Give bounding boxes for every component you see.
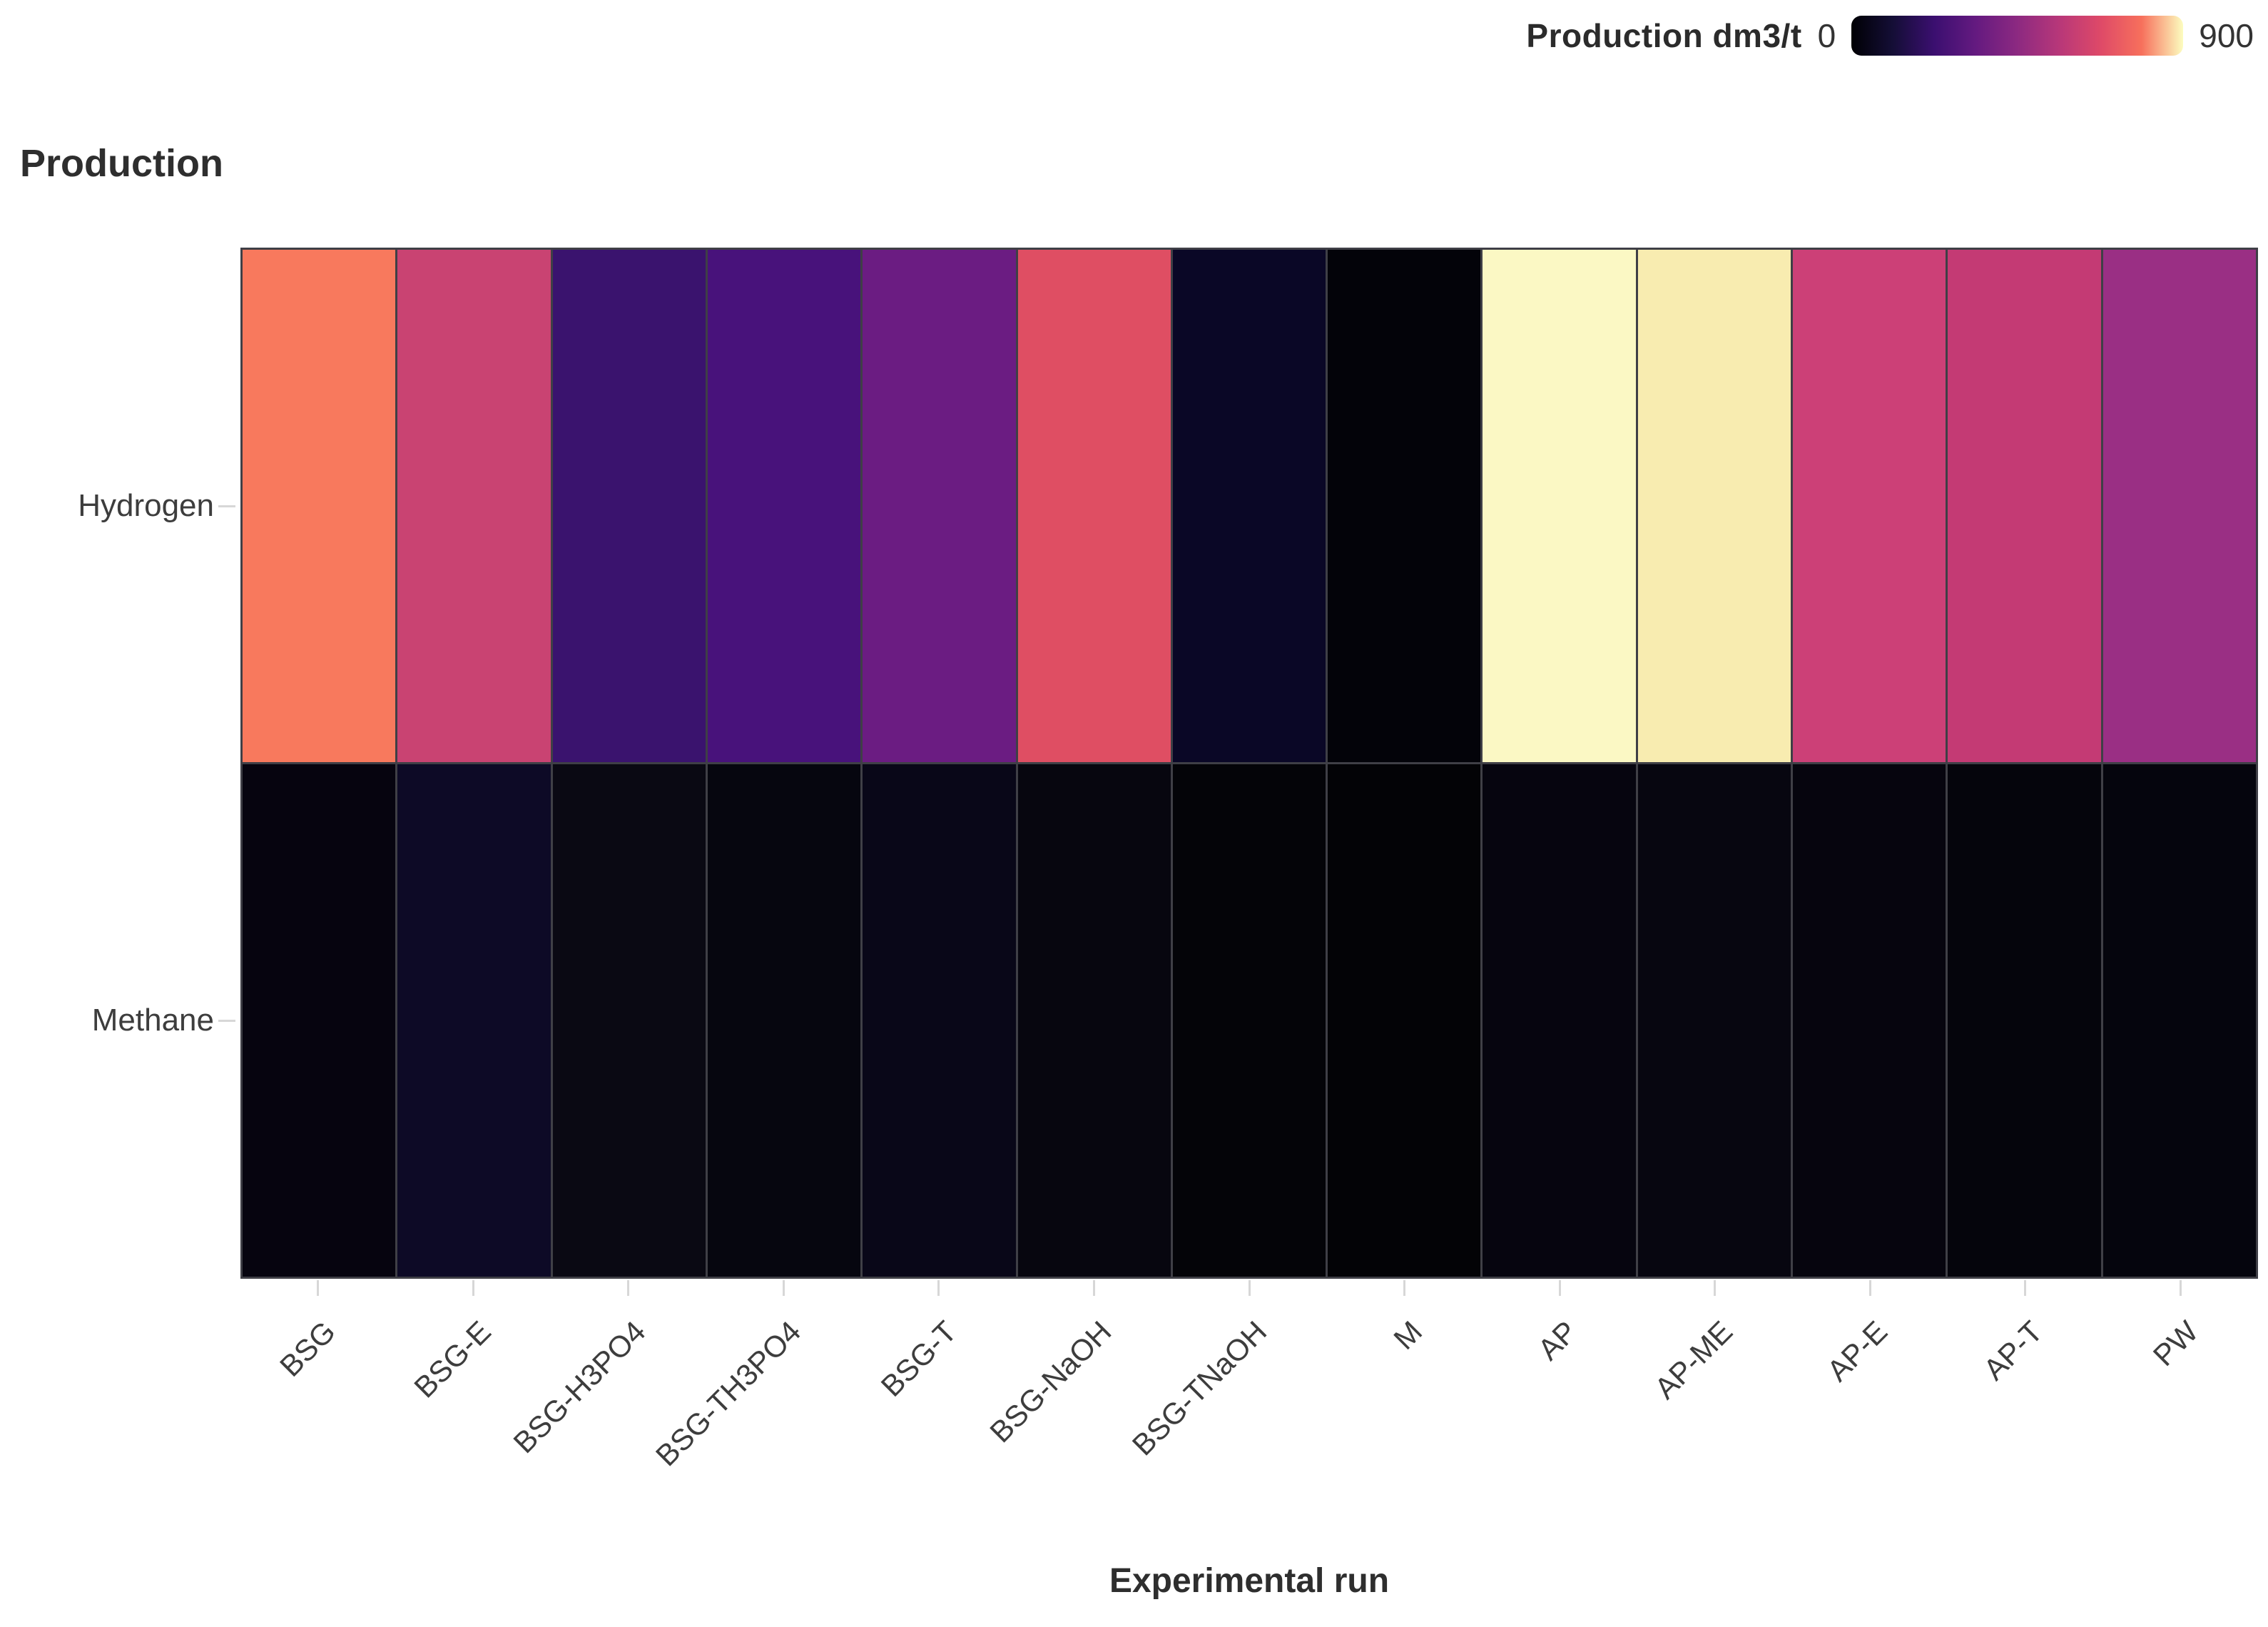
heatmap-cell-hydrogen-bsg-tnaoh[interactable] [1172, 250, 1326, 762]
heatmap-cell-methane-bsg-tnaoh[interactable] [1172, 764, 1326, 1277]
x-tick-label-bsg-e: BSG-E [407, 1314, 497, 1404]
x-tick-mark [1868, 1280, 1871, 1296]
heatmap-cell-methane-bsg-e[interactable] [397, 764, 551, 1277]
heatmap-cell-methane-bsg-naoh[interactable] [1017, 764, 1171, 1277]
x-tick-mark [1403, 1280, 1406, 1296]
x-tick-mark [1248, 1280, 1251, 1296]
x-tick-label-m: M [1386, 1314, 1428, 1356]
x-tick-mark [2024, 1280, 2027, 1296]
heatmap-cell-methane-ap[interactable] [1483, 764, 1636, 1277]
colorbar-legend: Production dm3/t 0 900 [1526, 9, 2254, 63]
heatmap-cell-methane-ap-t[interactable] [1948, 764, 2101, 1277]
heatmap-cell-methane-bsg-th3po4[interactable] [707, 764, 861, 1277]
x-tick-mark [2179, 1280, 2182, 1296]
heatmap-cell-hydrogen-bsg-t[interactable] [863, 250, 1016, 762]
colorbar-min-label: 0 [1817, 17, 1836, 54]
x-tick-mark [317, 1280, 320, 1296]
heatmap-cell-hydrogen-bsg[interactable] [243, 250, 396, 762]
heatmap-cell-hydrogen-ap[interactable] [1483, 250, 1636, 762]
heatmap-cell-hydrogen-m[interactable] [1328, 250, 1481, 762]
x-tick-label-ap-me: AP-ME [1647, 1314, 1739, 1406]
x-tick-label-bsg-naoh: BSG-NaOH [983, 1314, 1118, 1449]
heatmap-cell-hydrogen-bsg-h3po4[interactable] [552, 250, 706, 762]
heatmap-cell-methane-bsg-t[interactable] [863, 764, 1016, 1277]
heatmap-grid [240, 248, 2258, 1279]
heatmap-cell-methane-ap-me[interactable] [1637, 764, 1791, 1277]
heatmap-cell-hydrogen-pw[interactable] [2102, 250, 2256, 762]
x-tick-label-ap: AP [1531, 1314, 1584, 1367]
x-tick-label-bsg-t: BSG-T [874, 1314, 963, 1403]
heatmap-cell-hydrogen-ap-me[interactable] [1637, 250, 1791, 762]
x-tick-label-ap-t: AP-T [1977, 1314, 2049, 1387]
heatmap-cell-hydrogen-ap-e[interactable] [1793, 250, 1946, 762]
x-tick-label-bsg-th3po4: BSG-TH3PO4 [649, 1314, 808, 1473]
x-tick-mark [627, 1280, 630, 1296]
x-tick-mark [1714, 1280, 1717, 1296]
y-tick-mark [218, 1020, 235, 1022]
x-tick-mark [782, 1280, 785, 1296]
x-tick-mark [1092, 1280, 1095, 1296]
heatmap-cell-hydrogen-bsg-e[interactable] [397, 250, 551, 762]
x-tick-label-bsg: BSG [273, 1314, 342, 1383]
colorbar-gradient [1851, 16, 2184, 56]
heatmap-cell-methane-ap-e[interactable] [1793, 764, 1946, 1277]
y-tick-label-methane: Methane [91, 1003, 214, 1038]
x-tick-mark [1558, 1280, 1561, 1296]
x-tick-mark [937, 1280, 940, 1296]
x-tick-label-bsg-tnaoh: BSG-TNaOH [1125, 1314, 1273, 1462]
y-tick-mark [218, 505, 235, 507]
heatmap-cell-hydrogen-bsg-naoh[interactable] [1017, 250, 1171, 762]
x-axis-title: Experimental run [1109, 1562, 1390, 1600]
heatmap-cell-methane-bsg[interactable] [243, 764, 396, 1277]
colorbar-title: Production dm3/t [1526, 17, 1802, 54]
heatmap-cell-methane-pw[interactable] [2102, 764, 2256, 1277]
y-tick-label-hydrogen: Hydrogen [78, 488, 214, 523]
heatmap-cell-hydrogen-bsg-th3po4[interactable] [707, 250, 861, 762]
heatmap-cell-hydrogen-ap-t[interactable] [1948, 250, 2101, 762]
x-tick-label-bsg-h3po4: BSG-H3PO4 [507, 1314, 653, 1460]
heatmap-cell-methane-bsg-h3po4[interactable] [552, 764, 706, 1277]
colorbar-max-label: 900 [2199, 17, 2254, 54]
chart-title: Production [20, 142, 223, 185]
x-tick-mark [472, 1280, 474, 1296]
heatmap-cell-methane-m[interactable] [1328, 764, 1481, 1277]
x-tick-label-pw: PW [2146, 1314, 2205, 1373]
x-tick-label-ap-e: AP-E [1820, 1314, 1894, 1388]
